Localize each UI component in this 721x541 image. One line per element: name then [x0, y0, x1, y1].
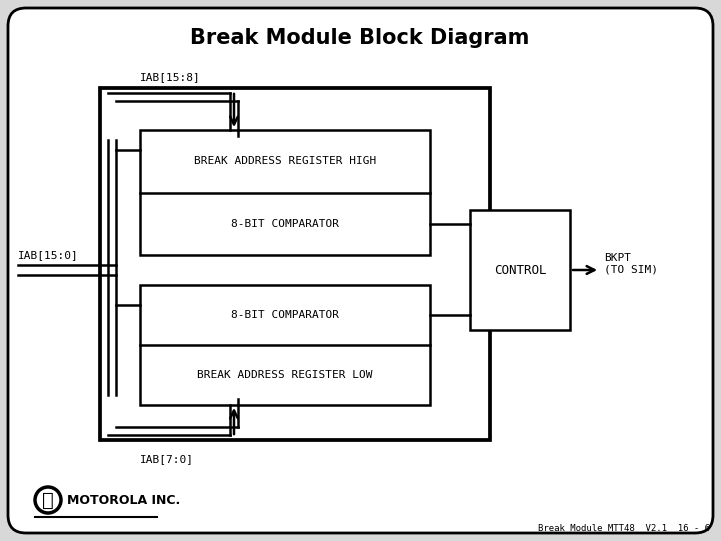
Text: Ⓜ: Ⓜ: [42, 491, 54, 510]
Text: CONTROL: CONTROL: [494, 263, 547, 276]
Text: IAB[15:8]: IAB[15:8]: [140, 72, 200, 82]
Bar: [140, 285, 430, 405]
Text: BKPT
(TO SIM): BKPT (TO SIM): [604, 253, 658, 275]
Text: IAB[7:0]: IAB[7:0]: [140, 454, 194, 464]
Text: BREAK ADDRESS REGISTER HIGH: BREAK ADDRESS REGISTER HIGH: [194, 156, 376, 166]
Text: Break Module Block Diagram: Break Module Block Diagram: [190, 28, 530, 48]
FancyBboxPatch shape: [8, 8, 713, 533]
Text: 8-BIT COMPARATOR: 8-BIT COMPARATOR: [231, 219, 339, 229]
Bar: [100, 88, 490, 440]
Text: 8-BIT COMPARATOR: 8-BIT COMPARATOR: [231, 310, 339, 320]
Text: BREAK ADDRESS REGISTER LOW: BREAK ADDRESS REGISTER LOW: [198, 370, 373, 380]
Text: IAB[15:0]: IAB[15:0]: [18, 250, 79, 260]
Bar: [470, 210, 570, 330]
Bar: [140, 130, 430, 255]
Text: Break Module MTT48  V2.1  16 - 6: Break Module MTT48 V2.1 16 - 6: [538, 524, 710, 533]
Text: MOTOROLA INC.: MOTOROLA INC.: [67, 493, 180, 506]
